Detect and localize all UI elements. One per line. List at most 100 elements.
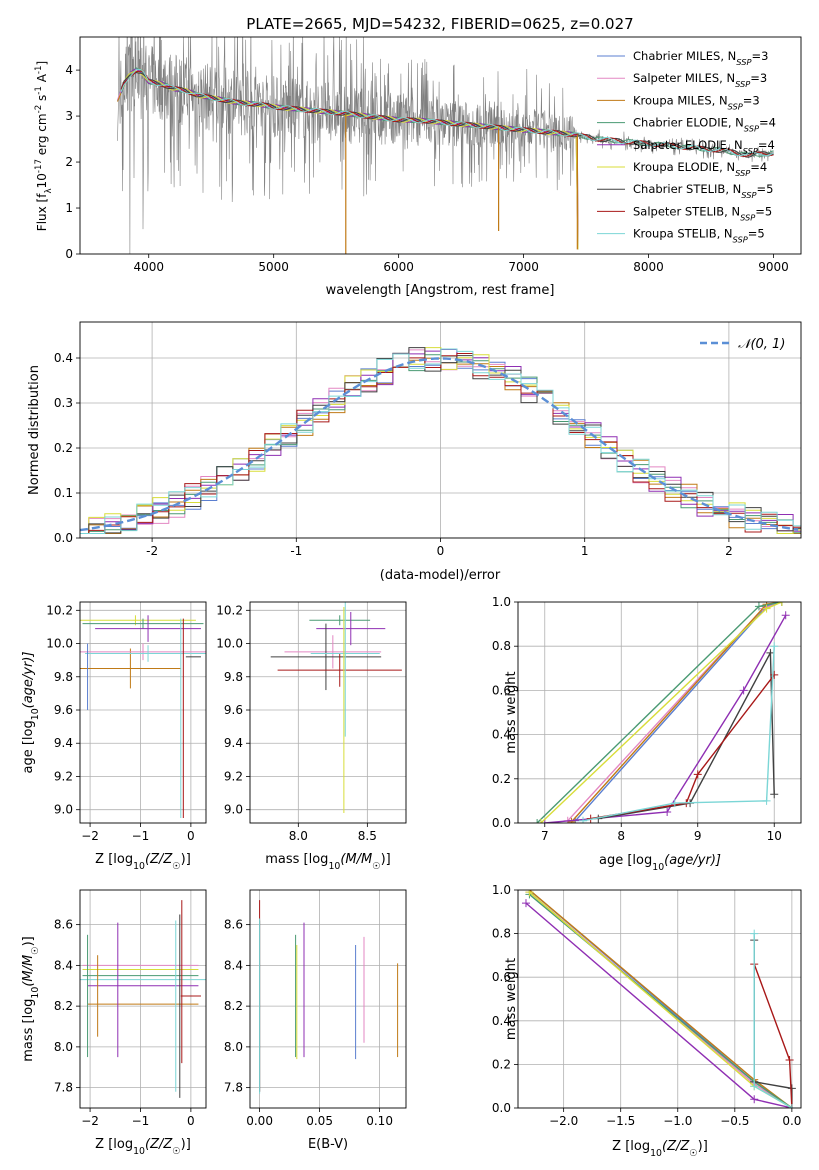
weight-vs-Z-ytick-label: 1.0 [492,883,511,897]
weight-vs-age-ytick-label: 0.6 [492,683,511,697]
weight-vs-Z-xlabel-part: Z [log [612,1139,650,1154]
legend-label-7-part: =5 [755,204,772,218]
residuals-ylabel-part: Normed distribution [27,365,42,495]
weight-vs-Z-marker-8 [750,1082,759,1091]
residual-hist-0 [80,349,801,534]
weight-vs-Z-xtick-label: −2.0 [549,1114,578,1128]
mass-vs-Z-ytick-label: 8.6 [54,918,73,932]
weight-vs-age-marker-8 [770,642,779,651]
residuals-panel: -2 -1 0 1 2 0.0 0.1 0.2 0.3 0.4 (data-model)/error… [27,321,802,583]
legend-label-2-part: =3 [743,93,760,107]
spectrum-ylabel-part: -17 [34,159,44,173]
weight-vs-Z-xlabel-part: ☉ [689,1148,697,1159]
spectrum-xlabel-part: wavelength [Angstrom, rest frame] [326,283,555,298]
figure-title: PLATE=2665, MJD=54232, FIBERID=0625, z=0… [246,15,633,33]
weight-vs-age-marker-8 [670,799,679,808]
residuals-ytick-label: 0.3 [54,396,73,410]
weight-vs-age-marker-6 [770,790,779,799]
age-vs-Z-ylabel-part: age [log [21,720,36,773]
age-vs-mass-ytick-label: 10.2 [216,603,243,617]
age-vs-Z-xlabel-part: 10 [133,861,145,872]
weight-vs-Z-xlabel-part: 10 [650,1148,662,1159]
legend-label-6: Chabrier STELIB, NSSP=5 [633,182,773,200]
legend-label-5-part: Kroupa ELODIE, N [633,160,735,174]
age-vs-Z-xtick-label: −2 [81,829,99,843]
age-vs-mass-xlabel-part: )] [381,852,391,867]
age-vs-mass-ytick-label: 9.2 [224,769,243,783]
spectrum-xtick-label: 7000 [508,260,539,274]
weight-vs-Z-marker-8 [787,1104,796,1108]
age-vs-mass-xtick-label: 8.0 [289,829,308,843]
legend-label-7-part: Salpeter STELIB, N [633,204,740,218]
weight-vs-age-xlabel-part: 10 [652,862,664,873]
age-vs-Z-ytick-label: 10.2 [46,603,73,617]
age-vs-mass-xlabel: mass [log10(M/M☉)] [265,852,391,872]
gaussian-curve [80,357,799,532]
spectrum-ylabel-part: -1 [34,65,44,74]
residuals-ytick-label: 0.2 [54,441,73,455]
weight-vs-age-xlabel-part: age [log [599,853,652,868]
spectrum-ylabel-part: -1 [34,86,44,95]
weight-vs-Z-marker-8 [750,929,759,938]
weight-vs-age-plot-area [518,602,801,823]
age-vs-Z-xlabel-part: Z [log [95,852,133,867]
mass-vs-EBV-ytick-label: 7.8 [224,1081,243,1095]
spectrum-xtick-label: 4000 [133,260,164,274]
weight-vs-age-frame [517,601,802,824]
spectrum-ylabel-part: ] [35,61,49,66]
age-vs-Z-xlabel-part: )] [181,852,191,867]
residuals-xtick-label: -2 [146,544,158,558]
age-vs-Z-frame [79,601,207,824]
weight-vs-Z-ytick-label: 0.2 [492,1057,511,1071]
residuals-plot-area [80,322,801,538]
spectrum-ylabel-part: Flux [f [35,193,49,231]
mass-vs-Z-ytick-label: 7.8 [54,1081,73,1095]
spectrum-ylabel-part: erg cm [35,113,49,159]
residual-hist-7 [80,353,801,534]
mass-vs-Z-xtick-label: 0 [187,1114,195,1128]
spectrum-xtick-label: 9000 [758,260,789,274]
mass-vs-Z-ylabel: mass [log10(M/M☉)] [21,936,41,1062]
mass-vs-EBV-xlabel: E(B-V) [308,1137,348,1152]
age-vs-mass-xlabel-part: ☉ [372,861,380,872]
legend-label-0-part: =3 [751,49,768,63]
weight-vs-age-marker-3 [533,819,542,823]
age-vs-Z-xlabel-part: (Z/Z [145,852,173,867]
mass-vs-Z-xlabel-part: Z [log [95,1137,133,1152]
mass-vs-Z-xlabel-part: 10 [133,1146,145,1157]
weight-vs-Z-marker-5 [525,890,534,897]
weight-vs-age-xtick-label: 7 [541,829,549,843]
weight-vs-age-ytick-label: 0.0 [492,816,511,830]
age-vs-Z-xtick-label: −1 [132,829,150,843]
mass-vs-Z-ylabel-part: )] [21,936,36,946]
legend-label-0: Chabrier MILES, NSSP=3 [633,49,768,67]
age-vs-Z-panel: −2 −1 09.09.29.49.69.810.010.2Z [log10(Z/Z… [21,601,207,872]
residual-hist-1 [80,349,801,534]
spectrum-plot-area [117,37,774,254]
legend-label-4-part: SSP [743,146,758,156]
age-vs-mass-xlabel-part: mass [log [265,852,328,867]
mass-vs-Z-xlabel-part: (Z/Z [145,1137,173,1152]
mass-vs-EBV-ytick-label: 8.2 [224,999,243,1013]
age-vs-Z-plot-area [80,602,206,823]
mass-vs-Z-panel: −2 −1 07.88.08.28.48.6Z [log10(Z/Z☉)]mass … [21,889,207,1157]
spectrum-ytick-label: 3 [65,109,73,123]
spectrum-ytick-label: 2 [65,155,73,169]
spectrum-xtick-label: 5000 [258,260,289,274]
weight-vs-Z-ylabel: mass weight [504,958,519,1040]
spectrum-ylabel-part: s [35,95,49,105]
weight-vs-age-marker-4 [781,611,790,620]
legend-label-3-part: SSP [744,124,759,134]
weight-vs-Z-marker-4 [521,899,530,908]
legend-label-0-part: SSP [736,57,751,67]
weight-vs-age-marker-7 [770,670,779,679]
legend-label-7-part: SSP [740,212,755,222]
mass-vs-Z-ytick-label: 8.4 [54,958,73,972]
spectrum-xtick-label: 8000 [633,260,664,274]
residuals-xtick-label: 2 [725,544,733,558]
spectrum-ytick-label: 0 [65,247,73,261]
weight-vs-age-ytick-label: 1.0 [492,595,511,609]
age-vs-Z-ytick-label: 9.0 [54,803,73,817]
residuals-xtick-label: 1 [581,544,589,558]
weight-vs-age-xtick-label: 10 [767,829,782,843]
